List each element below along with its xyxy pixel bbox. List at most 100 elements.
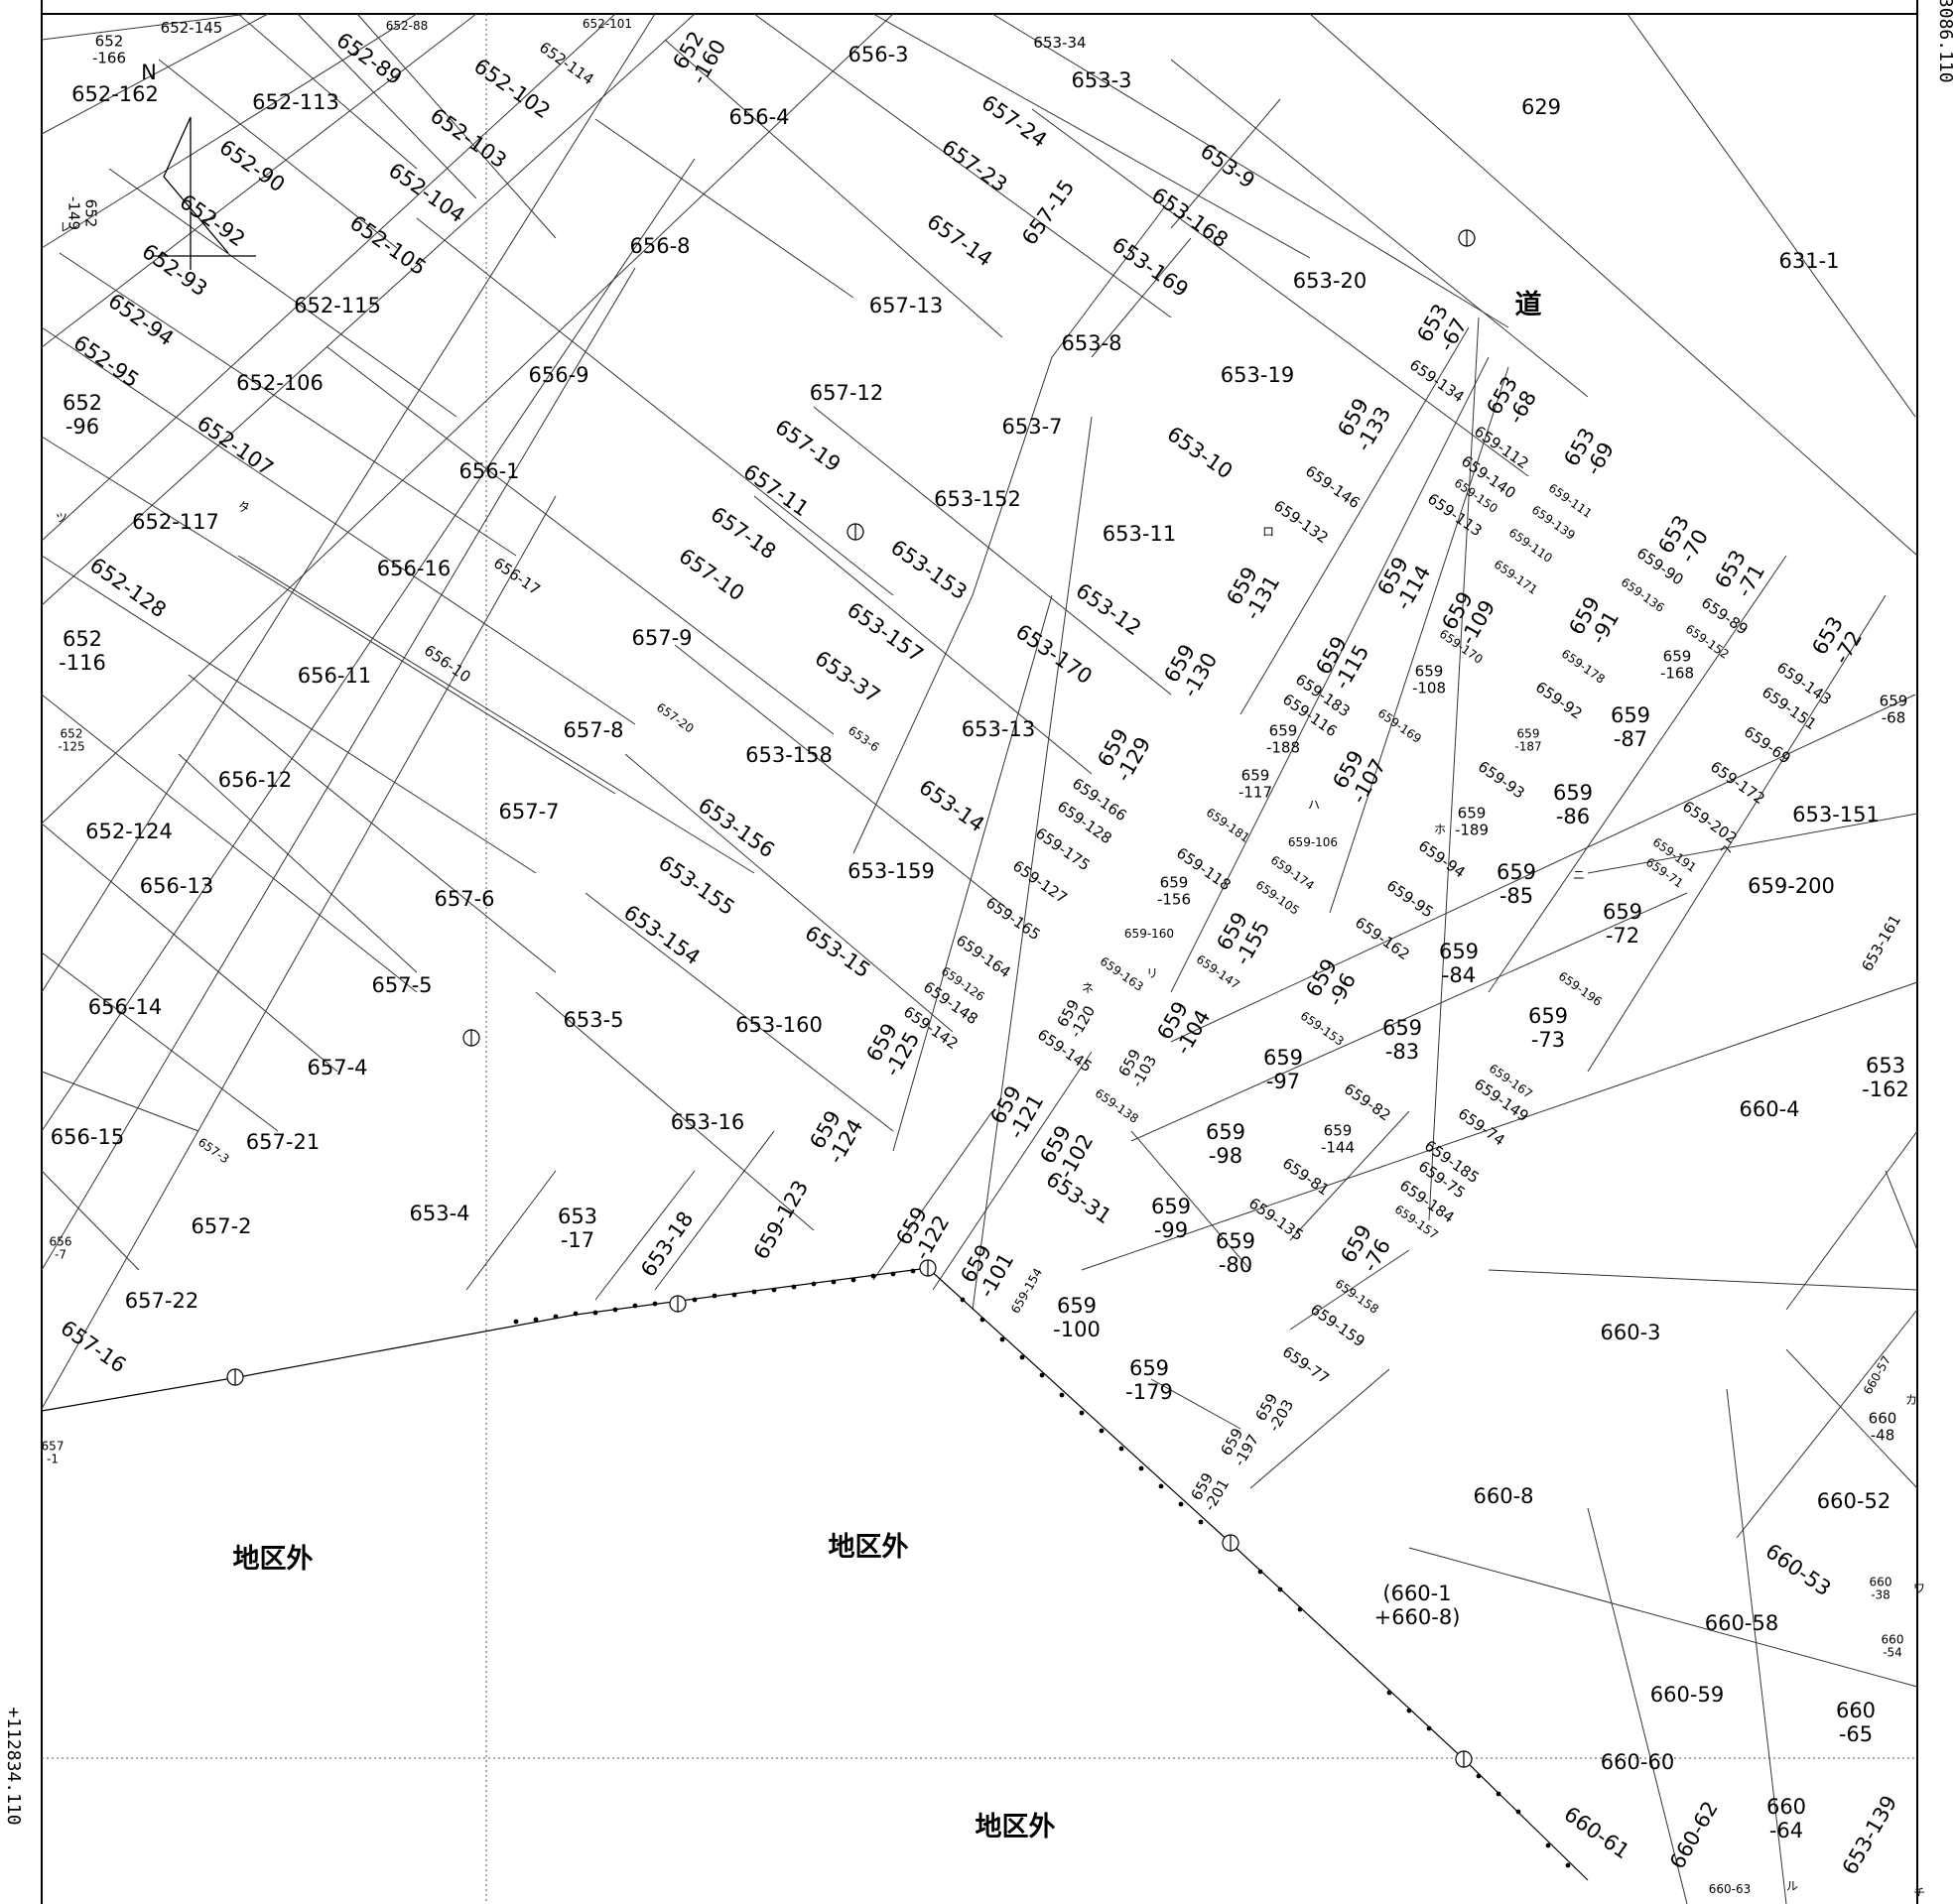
parcel-line	[1785, 1348, 1918, 1489]
boundary-dot	[1158, 1483, 1164, 1489]
boundary-dot	[910, 1268, 916, 1274]
parcel-line	[991, 13, 1509, 328]
parcel-label: 659 -98	[1206, 1120, 1245, 1168]
parcel-label: 660-53	[1761, 1539, 1836, 1600]
parcel-label: 656-11	[298, 664, 371, 688]
parcel-label: 653 -162	[1862, 1054, 1909, 1101]
boundary-dot	[692, 1297, 698, 1303]
boundary-dot	[513, 1319, 519, 1325]
parcel-line	[972, 356, 1053, 596]
parcel-label: 653-154	[619, 900, 705, 969]
parcel-label: 659 -168	[1660, 648, 1694, 683]
parcel-label: 659-165	[982, 894, 1044, 945]
parcel-line	[1289, 1110, 1410, 1241]
parcel-label: 652-103	[426, 103, 511, 173]
parcel-label: 659 -72	[1603, 900, 1642, 948]
parcel-label: 660 -48	[1869, 1410, 1897, 1445]
parcel-label: 652-102	[469, 54, 555, 123]
boundary-dot	[1118, 1446, 1124, 1452]
boundary-dot	[1178, 1501, 1184, 1507]
parcel-line	[1488, 555, 1787, 993]
parcel-label: 652-95	[69, 330, 144, 392]
parcel-label: 653-12	[1072, 578, 1146, 640]
parcel-line	[1239, 326, 1470, 715]
parcel-label: 659-171	[1492, 558, 1540, 597]
parcel-label: 659-121	[983, 1079, 1048, 1143]
parcel-line	[1249, 1368, 1390, 1489]
parcel-label: 659-154	[1008, 1266, 1045, 1316]
tick-mark-label: ニ	[1573, 868, 1585, 882]
boundary-dot	[1079, 1410, 1085, 1416]
boundary-dot	[533, 1317, 539, 1323]
parcel-label: 652 -116	[59, 627, 106, 675]
parcel-boundaries	[41, 13, 1918, 1904]
parcel-line	[416, 217, 894, 596]
parcel-label: 631-1	[1778, 249, 1839, 273]
parcel-line	[1031, 108, 1529, 477]
parcel-label: 652-104	[384, 158, 469, 227]
parcel-line	[852, 594, 974, 854]
parcel-line	[1627, 13, 1916, 418]
tick-mark-label: カ	[1905, 1393, 1917, 1407]
parcel-label: 659 -188	[1266, 722, 1300, 757]
boundary-dot	[573, 1311, 579, 1317]
parcel-label: 656-10	[421, 641, 474, 686]
tick-mark-label: ツ	[56, 511, 67, 525]
parcel-line	[178, 753, 418, 973]
parcel-label: 659-124	[803, 1103, 867, 1168]
parcel-label: 656-1	[458, 459, 519, 483]
parcel-label: 659-196	[1556, 969, 1605, 1009]
parcel-label: 652-107	[193, 411, 278, 480]
parcel-line	[872, 1110, 993, 1281]
parcel-line	[1170, 59, 1589, 398]
parcel-label: 659-107	[1326, 743, 1390, 808]
parcel-line	[1051, 197, 1172, 358]
parcel-label: 653-9	[1196, 139, 1259, 193]
parcel-label: 653-37	[811, 646, 885, 707]
coordinate-label: +113086.110	[1935, 0, 1955, 83]
parcel-label: 659-172	[1707, 758, 1768, 809]
tick-mark-label: ヘ	[1720, 842, 1732, 856]
parcel-label: 652-160	[666, 24, 730, 88]
parcel-label: 659-200	[1748, 874, 1835, 898]
coordinate-label: +112834.110	[3, 1707, 24, 1825]
parcel-label: 656-9	[528, 363, 588, 387]
map-frame	[41, 0, 1918, 1904]
parcel-label: 652-162	[71, 82, 159, 106]
boundary-dot	[592, 1310, 598, 1316]
parcel-label: 659 -117	[1238, 767, 1272, 802]
parcel-label: 660-62	[1665, 1797, 1723, 1872]
parcel-label: 659-201	[1186, 1467, 1233, 1514]
boundary-dot	[652, 1301, 658, 1307]
parcel-label: 653-161	[1858, 912, 1904, 974]
boundary-dot	[1545, 1842, 1551, 1848]
parcel-label: 653-158	[745, 743, 833, 767]
boundary-dot	[1426, 1725, 1432, 1731]
parcel-label: 657-18	[707, 502, 781, 564]
parcel-label: 659 -108	[1412, 663, 1446, 698]
parcel-label: 657-20	[654, 700, 697, 736]
parcel-line	[654, 1130, 775, 1291]
tick-mark-label: ハ	[1308, 798, 1320, 812]
parcel-label: 653-11	[1103, 522, 1176, 546]
parcel-line	[872, 13, 1311, 259]
parcel-line	[356, 13, 557, 239]
parcel-line	[41, 436, 616, 795]
benchmark-icon	[919, 1259, 937, 1277]
parcel-label: 653-34	[1033, 34, 1086, 52]
parcel-label: 659 -84	[1439, 940, 1479, 987]
parcel-line	[41, 495, 557, 1410]
parcel-label: 657-19	[771, 415, 846, 476]
parcel-label: 653-3	[1071, 68, 1131, 92]
parcel-label: 659-110	[1506, 526, 1555, 566]
parcel-label: 660 -65	[1836, 1699, 1876, 1746]
parcel-label: 659-69	[1741, 722, 1794, 767]
parcel-label: 653-31	[1042, 1167, 1116, 1228]
parcel-line	[1150, 1378, 1241, 1430]
parcel-label: 656-15	[51, 1125, 124, 1149]
parcel-line	[624, 753, 954, 1033]
boundary-dot	[1496, 1791, 1501, 1797]
parcel-line	[41, 952, 279, 1132]
parcel-line	[41, 694, 418, 993]
